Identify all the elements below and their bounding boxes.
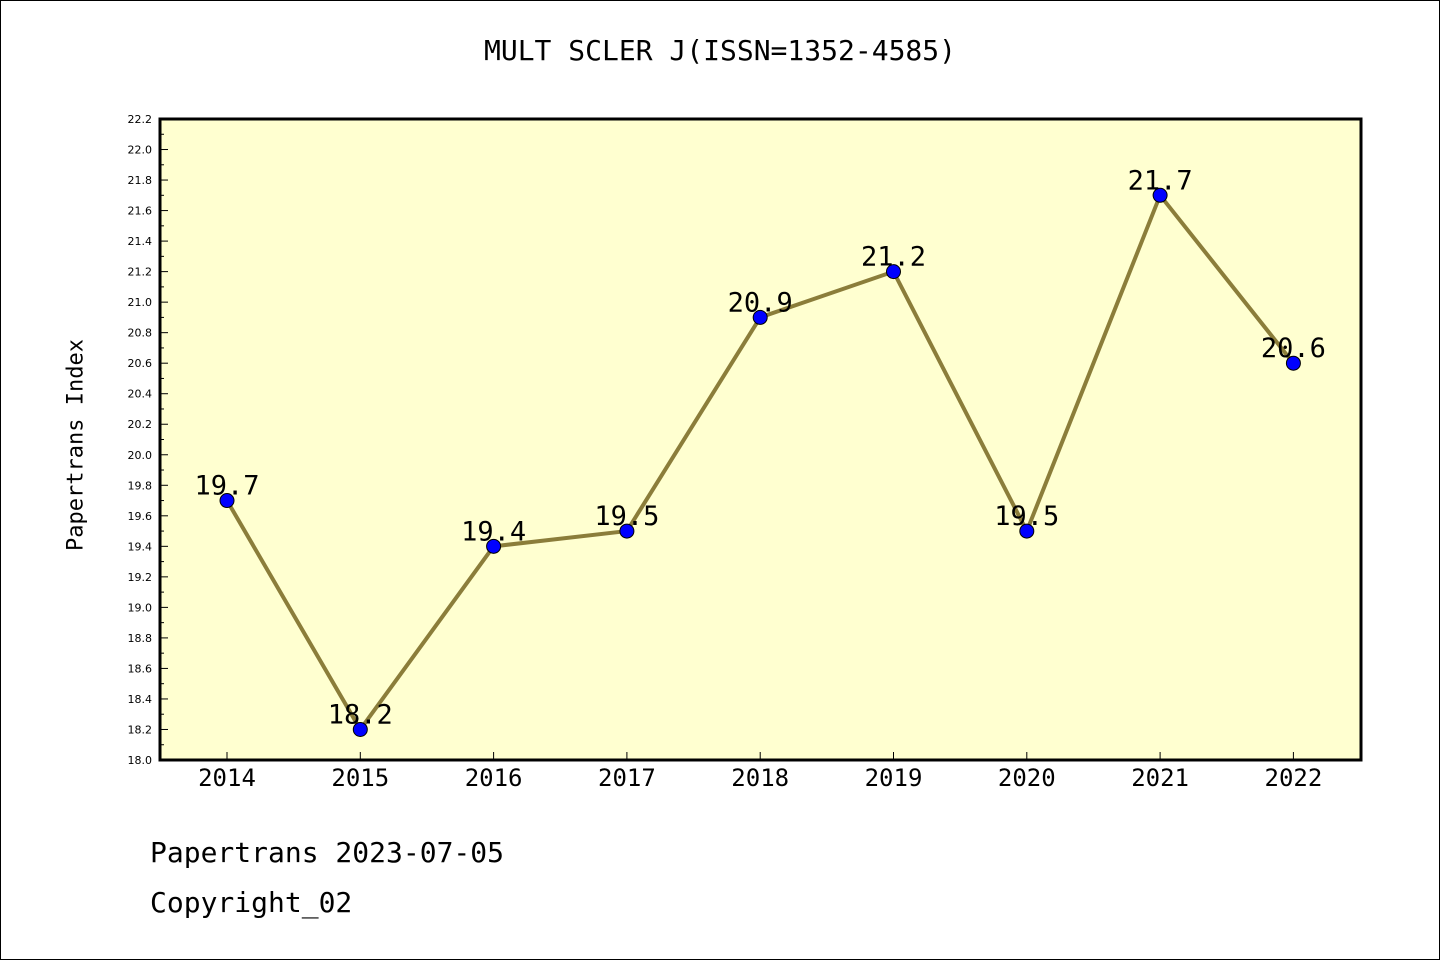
- y-tick-label: 19.2: [128, 571, 153, 584]
- footer-date-text: Papertrans 2023-07-05: [150, 836, 505, 869]
- y-tick-label: 22.2: [128, 113, 153, 126]
- data-point: [752, 309, 768, 325]
- chart-title: MULT SCLER J(ISSN=1352-4585): [483, 34, 956, 67]
- x-tick-label: 2019: [865, 764, 923, 792]
- x-tick-label: 2018: [731, 764, 789, 792]
- y-tick-label: 21.2: [128, 266, 153, 279]
- y-tick-label: 18.2: [128, 723, 153, 736]
- y-tick-label: 22.0: [128, 144, 153, 157]
- y-tick-label: 18.6: [128, 662, 153, 675]
- data-point: [352, 721, 368, 737]
- y-tick-label: 19.4: [128, 540, 153, 553]
- y-tick-label: 20.4: [128, 388, 153, 401]
- y-axis-ticks: 18.0 18.2 18.4 18.6 18.8 19.0 19.2 19.4 19.6 19.8…: [128, 113, 168, 767]
- data-labels: 19.7 18.2 19.4 19.5 20.9 21.2 19.5 21.7 20.6: [194, 165, 1325, 730]
- y-tick-label: 20.2: [128, 418, 153, 431]
- y-tick-label: 21.8: [128, 174, 153, 187]
- data-label: 21.7: [1128, 165, 1193, 196]
- y-tick-label: 18.4: [128, 693, 153, 706]
- data-point: [486, 538, 502, 554]
- footer-copyright-text: Copyright_02: [150, 886, 353, 919]
- data-points: [219, 187, 1301, 737]
- data-point: [219, 493, 235, 509]
- y-tick-label: 21.0: [128, 296, 153, 309]
- data-point: [1152, 187, 1168, 203]
- y-tick-label: 21.4: [128, 235, 153, 248]
- y-tick-label: 19.8: [128, 479, 153, 492]
- y-tick-label: 19.0: [128, 601, 153, 614]
- data-label: 19.5: [994, 501, 1059, 532]
- x-tick-label: 2022: [1265, 764, 1323, 792]
- x-tick-label: 2014: [198, 764, 256, 792]
- y-tick-label: 18.0: [128, 754, 153, 767]
- data-point: [886, 264, 901, 280]
- data-label: 19.5: [594, 501, 659, 532]
- y-tick-label: 20.0: [128, 449, 153, 462]
- data-label: 18.2: [328, 699, 393, 730]
- x-tick-label: 2020: [998, 764, 1056, 792]
- x-tick-label: 2016: [465, 764, 523, 792]
- x-tick-label: 2021: [1131, 764, 1189, 792]
- x-tick-label: 2017: [598, 764, 656, 792]
- data-label: 19.4: [461, 516, 526, 547]
- y-tick-label: 19.6: [128, 510, 153, 523]
- data-label: 20.6: [1261, 333, 1326, 364]
- data-label: 20.9: [728, 287, 793, 318]
- y-tick-label: 20.8: [128, 327, 153, 340]
- x-tick-label: 2015: [331, 764, 389, 792]
- x-axis-ticks: 2014 2015 2016 2017 2018 2019 2020 2021 2022: [198, 752, 1322, 792]
- data-point: [1285, 355, 1301, 371]
- data-label: 19.7: [194, 471, 259, 502]
- data-point: [619, 523, 635, 539]
- plot-area: [158, 117, 1363, 762]
- data-label: 21.2: [861, 242, 926, 273]
- data-point: [1019, 523, 1035, 539]
- y-tick-label: 18.8: [128, 632, 153, 645]
- y-tick-label: 21.6: [128, 205, 153, 218]
- y-tick-label: 20.6: [128, 357, 153, 370]
